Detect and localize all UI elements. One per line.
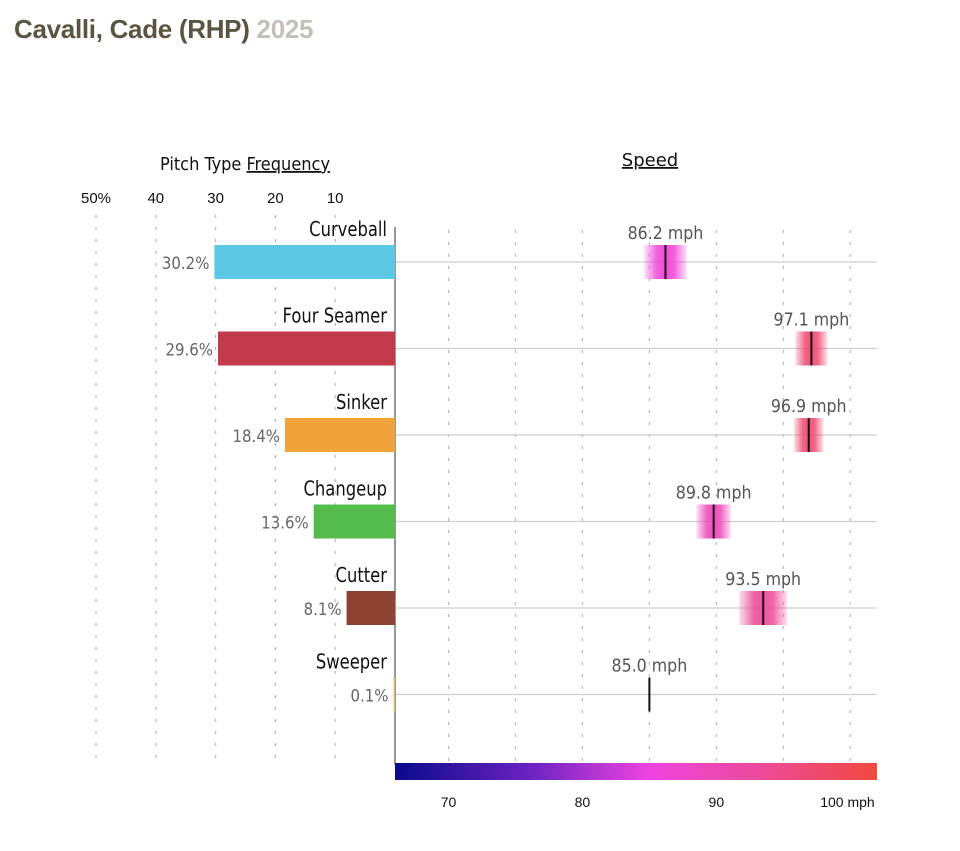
frequency-tick-label: 40 (147, 190, 164, 207)
speed-value-label: 89.8 mph (676, 482, 752, 503)
pitch-type-label: Curveball (309, 219, 387, 242)
frequency-value-label: 30.2% (162, 253, 209, 273)
speed-value-label: 97.1 mph (774, 309, 850, 330)
speed-marks: 86.2 mph 97.1 mph 96.9 mph 89.8 mph 93.5 mph… (612, 222, 850, 712)
pitch-type-label: Cutter (336, 565, 388, 588)
speed-value-label: 85.0 mph (612, 655, 688, 676)
frequency-bar (284, 418, 395, 452)
frequency-tick-label: 20 (267, 190, 284, 207)
speed-tick-label: 90 (709, 794, 725, 810)
frequency-title-underlined: Frequency (247, 154, 331, 175)
speed-value-label: 96.9 mph (771, 395, 847, 416)
frequency-value-label: 29.6% (166, 340, 213, 360)
pitch-type-label: Four Seamer (283, 305, 388, 328)
frequency-bars: Curveball 30.2% Four Seamer 29.6% Sinker 18.4… (162, 219, 395, 712)
frequency-value-label: 0.1% (351, 686, 389, 706)
speed-tick-labels: 70 80 90 100 mph (441, 794, 875, 810)
frequency-bar (313, 504, 395, 539)
speed-colorscale-bar (395, 763, 877, 780)
speed-value-label: 86.2 mph (628, 222, 704, 243)
speed-tick-label: 80 (575, 794, 591, 810)
frequency-bar (217, 331, 395, 366)
player-name: Cavalli, Cade (RHP) (14, 14, 250, 44)
frequency-tick-label: 10 (327, 190, 344, 207)
frequency-value-label: 13.6% (261, 513, 308, 533)
frequency-bar (393, 677, 395, 712)
frequency-tick-labels: 10 20 30 40 50% (81, 190, 344, 207)
gridlines (95, 215, 851, 762)
frequency-bar (346, 591, 395, 625)
speed-tick-label: 70 (441, 794, 457, 810)
season-year: 2025 (256, 14, 314, 44)
speed-tick-label: 100 mph (820, 794, 874, 810)
speed-panel: Speed 86.2 mph 97.1 mph 96.9 mph 89.8 mph 93… (395, 150, 877, 810)
frequency-title-prefix: Pitch Type (160, 154, 247, 175)
speed-panel-title: Speed (622, 150, 678, 171)
frequency-bar (214, 245, 395, 279)
frequency-panel: Pitch Type Frequency 10 20 30 40 50% Curveba… (81, 154, 395, 712)
pitch-type-label: Changeup (304, 478, 387, 501)
pitch-type-label: Sinker (336, 392, 387, 415)
frequency-tick-label: 50% (81, 190, 111, 207)
speed-value-label: 93.5 mph (725, 568, 801, 589)
frequency-value-label: 18.4% (232, 426, 279, 446)
frequency-value-label: 8.1% (304, 599, 342, 619)
frequency-panel-title: Pitch Type Frequency (160, 154, 331, 175)
chart-title: Cavalli, Cade (RHP) 2025 (14, 14, 313, 45)
frequency-tick-label: 30 (207, 190, 224, 207)
pitch-type-label: Sweeper (316, 651, 388, 674)
